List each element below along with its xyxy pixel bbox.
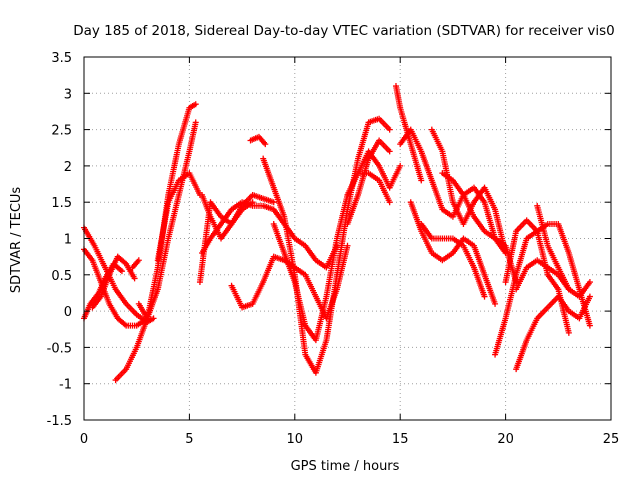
y-tick-label: 1: [64, 233, 72, 248]
y-tick-label: 2: [64, 160, 72, 175]
x-tick-label: 5: [185, 432, 193, 447]
x-tick-label: 0: [80, 432, 88, 447]
series-track-25: [513, 293, 593, 373]
series-track-5: [112, 101, 199, 384]
data-point: [118, 268, 125, 275]
data-point: [586, 279, 593, 286]
series-track-3: [81, 246, 151, 329]
series-track-28: [534, 202, 572, 293]
y-tick-label: -1: [59, 378, 72, 393]
data-point: [344, 242, 351, 249]
x-tick-label: 20: [497, 432, 514, 447]
y-tick-label: 3.5: [51, 51, 72, 66]
data-point: [192, 101, 199, 108]
data-points: [81, 83, 593, 384]
data-point: [386, 148, 393, 155]
series-track-27: [502, 217, 572, 336]
x-tick-label: 10: [287, 432, 304, 447]
data-point: [397, 162, 404, 169]
series-track-8: [154, 170, 203, 264]
data-point: [262, 141, 269, 148]
data-point: [386, 199, 393, 206]
series-track-24: [492, 220, 593, 358]
y-tick-label: -1.5: [47, 414, 72, 429]
series-track-20: [407, 199, 499, 307]
data-point: [131, 275, 138, 282]
x-tick-label: 25: [603, 432, 620, 447]
y-tick-label: 0: [64, 305, 72, 320]
data-point: [192, 119, 199, 126]
series-track-4: [89, 253, 138, 311]
y-tick-label: -0.5: [47, 341, 72, 356]
data-point: [492, 300, 499, 307]
series-track-6: [129, 257, 142, 271]
data-point: [565, 329, 572, 336]
series-track-7: [135, 119, 199, 322]
x-tick-label: 15: [392, 432, 409, 447]
y-tick-label: 1.5: [51, 196, 72, 211]
data-point: [418, 177, 425, 184]
y-tick-labels: -1.5 -1 -0.5 0 0.5 1 1.5 2 2.5 3 3.5: [47, 51, 72, 429]
data-point: [386, 126, 393, 133]
axis-ticks: [83, 56, 612, 421]
series-track-13: [247, 133, 269, 148]
data-point: [586, 293, 593, 300]
series-track-23: [439, 170, 520, 286]
x-tick-labels: 0 5 10 15 20 25: [80, 432, 619, 447]
y-tick-label: 0.5: [51, 269, 72, 284]
x-axis-label: GPS time / hours: [291, 459, 400, 474]
chart-title: Day 185 of 2018, Sidereal Day-to-day VTE…: [73, 23, 615, 39]
data-point: [135, 257, 142, 264]
data-point: [481, 293, 488, 300]
y-tick-label: 3: [64, 87, 72, 102]
data-point: [565, 286, 572, 293]
y-axis-label: SDTVAR / TECUs: [9, 187, 24, 294]
series-track-17: [344, 137, 393, 227]
series-track-18: [392, 83, 425, 184]
series-track-21: [418, 220, 488, 300]
y-tick-label: 2.5: [51, 124, 72, 139]
series-track-1: [81, 224, 157, 325]
series-track-15: [270, 170, 393, 344]
data-point: [586, 322, 593, 329]
data-point: [150, 315, 157, 322]
data-point: [270, 199, 277, 206]
